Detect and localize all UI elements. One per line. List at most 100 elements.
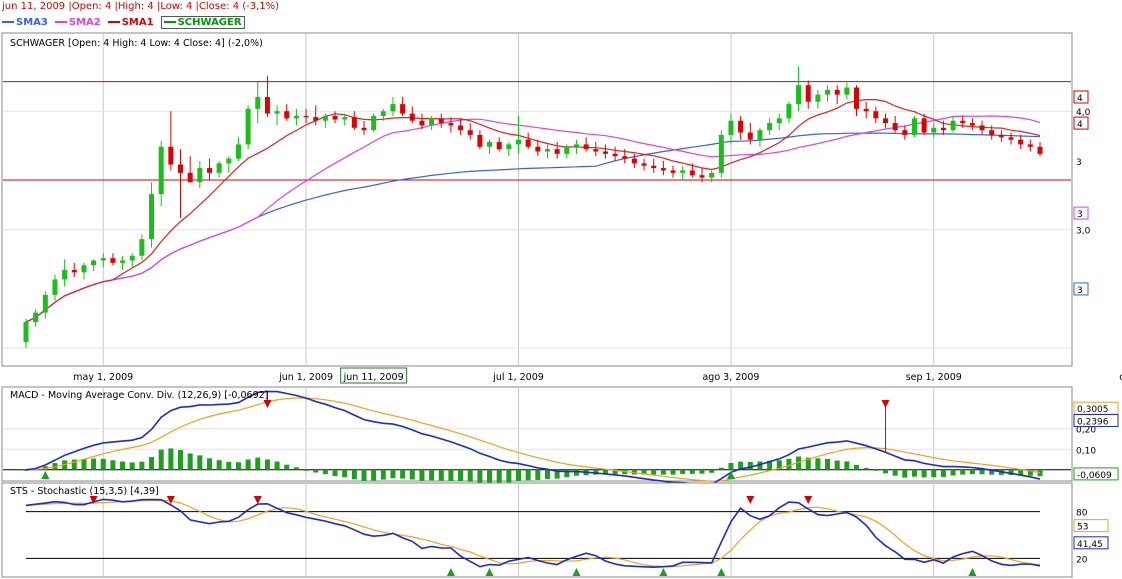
candle-body[interactable] — [564, 146, 570, 154]
candle-body[interactable] — [844, 87, 850, 95]
candle-body[interactable] — [91, 260, 97, 266]
candle-body[interactable] — [149, 194, 155, 240]
legend-item-sma3[interactable]: SMA3 — [2, 17, 48, 28]
macd-panel[interactable]: MACD - Moving Average Conv. Div. (12,26,… — [1, 386, 1122, 486]
candle-body[interactable] — [33, 312, 39, 323]
candle-body[interactable] — [226, 158, 232, 164]
candle-body[interactable] — [168, 146, 174, 165]
candle-body[interactable] — [438, 118, 444, 124]
candle-body[interactable] — [361, 127, 367, 131]
candle-body[interactable] — [911, 118, 917, 135]
candle-body[interactable] — [23, 322, 29, 343]
price-candles[interactable] — [23, 66, 1043, 349]
candle-body[interactable] — [400, 104, 406, 114]
candle-body[interactable] — [660, 168, 666, 171]
candle-body[interactable] — [738, 120, 744, 133]
candle-body[interactable] — [535, 146, 541, 152]
candle-body[interactable] — [187, 172, 193, 183]
candle-body[interactable] — [313, 117, 319, 121]
candle-body[interactable] — [264, 97, 270, 114]
candle-body[interactable] — [554, 149, 560, 154]
candle-body[interactable] — [380, 111, 386, 116]
candle-body[interactable] — [651, 165, 657, 169]
candle-body[interactable] — [409, 113, 415, 121]
candle-body[interactable] — [969, 123, 975, 126]
candle-body[interactable] — [1018, 139, 1024, 145]
candle-body[interactable] — [689, 170, 695, 176]
candle-body[interactable] — [834, 89, 840, 95]
candle-body[interactable] — [120, 260, 126, 263]
candle-body[interactable] — [371, 115, 377, 131]
candle-body[interactable] — [805, 85, 811, 102]
candle-body[interactable] — [1008, 137, 1014, 140]
candle-body[interactable] — [950, 120, 956, 131]
candle-body[interactable] — [525, 139, 531, 147]
candle-body[interactable] — [699, 175, 705, 178]
candle-body[interactable] — [206, 168, 212, 173]
candle-body[interactable] — [516, 139, 522, 145]
legend-item-sma2[interactable]: SMA2 — [54, 17, 101, 28]
candle-body[interactable] — [255, 97, 261, 109]
candle-body[interactable] — [882, 118, 888, 124]
candle-body[interactable] — [718, 134, 724, 173]
candle-body[interactable] — [139, 239, 145, 256]
candle-body[interactable] — [998, 134, 1004, 138]
candle-body[interactable] — [815, 94, 821, 102]
candle-body[interactable] — [747, 132, 753, 140]
candle-body[interactable] — [757, 130, 763, 140]
candle-body[interactable] — [767, 123, 773, 131]
stochastic-panel[interactable]: STS - Stochastic (15,3,5) [4,39] 80 20 53… — [1, 482, 1122, 578]
candle-body[interactable] — [863, 108, 869, 112]
candle-body[interactable] — [158, 146, 164, 195]
candle-body[interactable] — [293, 115, 299, 119]
candle-body[interactable] — [71, 269, 77, 273]
candle-body[interactable] — [284, 111, 290, 119]
candle-body[interactable] — [796, 85, 802, 105]
candle-body[interactable] — [274, 111, 280, 114]
candle-body[interactable] — [612, 153, 618, 157]
candle-body[interactable] — [940, 127, 946, 131]
candle-body[interactable] — [303, 115, 309, 118]
candle-body[interactable] — [873, 111, 879, 119]
candle-body[interactable] — [602, 151, 608, 154]
candle-body[interactable] — [680, 170, 686, 173]
candle-body[interactable] — [52, 279, 58, 295]
candle-body[interactable] — [1027, 144, 1033, 147]
candle-body[interactable] — [245, 108, 251, 145]
candle-body[interactable] — [641, 163, 647, 166]
candle-body[interactable] — [351, 117, 357, 128]
candle-body[interactable] — [62, 269, 68, 280]
candle-body[interactable] — [506, 144, 512, 150]
candle-body[interactable] — [332, 115, 338, 120]
candle-body[interactable] — [631, 158, 637, 164]
candle-body[interactable] — [583, 144, 589, 150]
candle-body[interactable] — [786, 104, 792, 119]
candle-body[interactable] — [81, 265, 87, 273]
candle-body[interactable] — [573, 144, 579, 147]
candle-body[interactable] — [390, 104, 396, 112]
candle-body[interactable] — [429, 118, 435, 126]
candle-body[interactable] — [178, 164, 184, 173]
candle-body[interactable] — [216, 163, 222, 173]
candle-body[interactable] — [931, 127, 937, 133]
candle-body[interactable] — [110, 258, 116, 263]
candle-body[interactable] — [593, 149, 599, 152]
price-panel[interactable]: SCHWAGER [Open: 4 High: 4 Low: 4 Close: … — [1, 32, 1122, 367]
candle-body[interactable] — [487, 142, 493, 147]
candle-body[interactable] — [892, 123, 898, 131]
candle-body[interactable] — [100, 258, 106, 261]
candle-body[interactable] — [467, 130, 473, 135]
candle-body[interactable] — [342, 117, 348, 120]
candle-body[interactable] — [921, 118, 927, 133]
candle-body[interactable] — [989, 130, 995, 135]
candle-body[interactable] — [448, 123, 454, 126]
candle-body[interactable] — [42, 294, 48, 313]
candle-body[interactable] — [197, 168, 203, 183]
candle-body[interactable] — [709, 172, 715, 178]
candle-body[interactable] — [129, 255, 135, 261]
candle-body[interactable] — [419, 120, 425, 126]
legend-item-sma1[interactable]: SMA1 — [107, 17, 154, 28]
candle-body[interactable] — [854, 87, 860, 109]
candle-body[interactable] — [544, 149, 550, 152]
